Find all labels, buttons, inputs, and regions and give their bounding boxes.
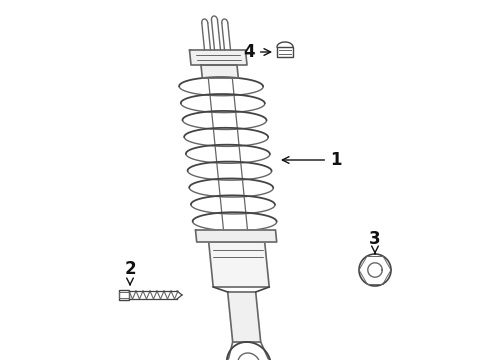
Text: 1: 1 (282, 151, 342, 169)
Polygon shape (196, 230, 277, 242)
Polygon shape (190, 50, 247, 65)
Polygon shape (201, 65, 238, 78)
Text: 2: 2 (124, 260, 136, 285)
Bar (119, 292, 129, 298)
Text: 3: 3 (369, 230, 381, 254)
Polygon shape (228, 292, 261, 342)
Bar (119, 290, 129, 300)
Bar (277, 47, 293, 57)
Text: 4: 4 (244, 43, 270, 61)
Polygon shape (209, 242, 269, 287)
